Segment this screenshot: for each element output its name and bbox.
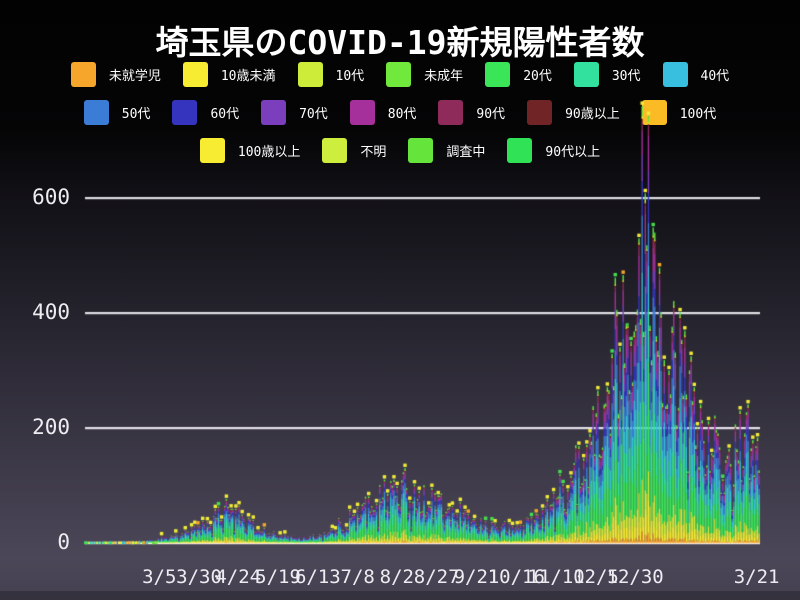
- x-tick-label-8-2: 8/2: [379, 566, 415, 588]
- bottom-shade: [0, 591, 800, 600]
- y-tick-label-400: 400: [32, 300, 70, 325]
- x-tick-label-11-10: 11/10: [527, 566, 585, 588]
- x-tick-label-3-30: 3/30: [176, 566, 222, 588]
- x-tick-label-6-13: 6/13: [294, 566, 341, 588]
- y-tick-label-600: 600: [32, 185, 70, 210]
- x-tick-label-12-5: 12/5: [573, 566, 619, 588]
- x-tick-label-12-30: 12/30: [606, 566, 664, 588]
- y-tick-label-0: 0: [57, 530, 70, 555]
- x-tick-label-3-5: 3/5: [142, 566, 177, 588]
- x-tick-label-7-8: 7/8: [340, 566, 375, 588]
- x-tick-label-3-21: 3/21: [733, 566, 780, 588]
- x-tick-label-8-27: 8/27: [413, 566, 460, 588]
- y-tick-label-200: 200: [32, 415, 70, 440]
- x-tick-label-4-24: 4/24: [215, 566, 262, 588]
- x-tick-label-9-21: 9/21: [453, 566, 500, 588]
- x-tick-label-5-19: 5/19: [255, 566, 301, 588]
- x-tick-label-10-16: 10/16: [487, 566, 545, 588]
